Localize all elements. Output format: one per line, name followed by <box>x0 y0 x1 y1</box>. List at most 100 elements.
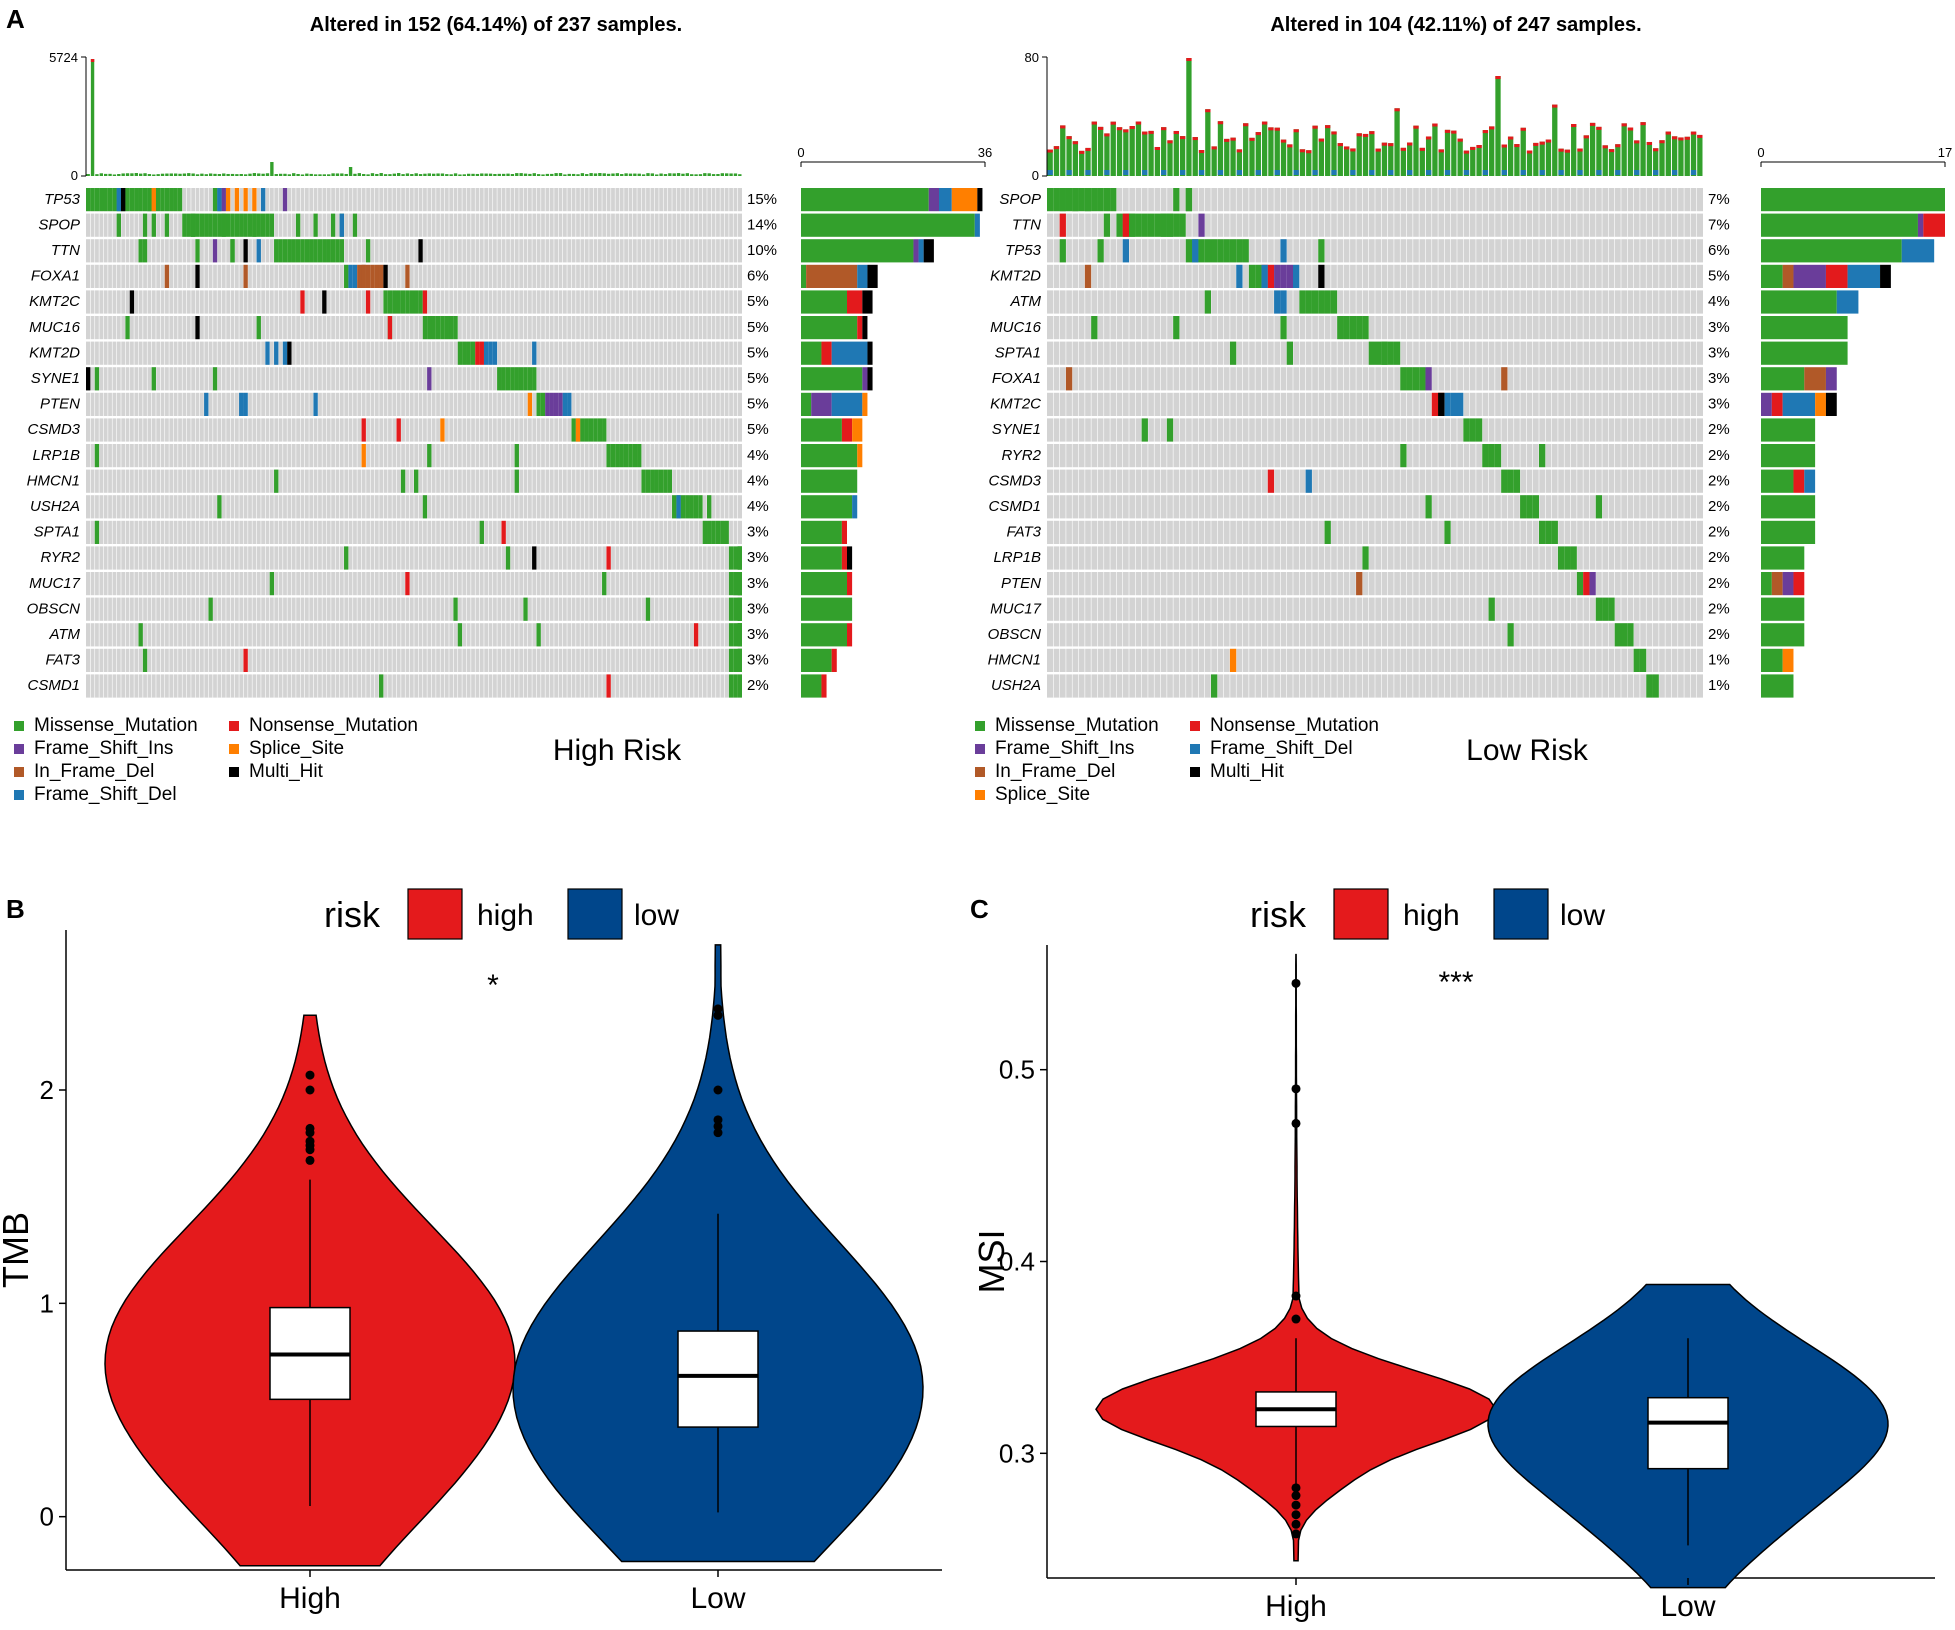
tmb-bar-segment <box>1091 121 1097 125</box>
mutation-cell-SPOP <box>1072 188 1079 212</box>
tmb-bar-segment <box>1407 142 1413 146</box>
mutation-cell-MUC16 <box>1349 316 1357 340</box>
tmb-bar-segment <box>1413 125 1419 129</box>
mutation-cell-FAT3 <box>1539 520 1546 544</box>
mutation-cell-CSMD3 <box>584 418 589 442</box>
mutation-cell-KMT2D <box>457 341 463 365</box>
mutation-cell-CSMD1 <box>1595 495 1603 519</box>
mutation-cell-TP53 <box>221 188 226 212</box>
mutation-cell-HMCN1 <box>650 469 655 493</box>
tmb-bar <box>698 174 703 176</box>
gene-percent-USH2A: 1% <box>1708 677 1730 694</box>
mutation-cell-MUC16 <box>387 316 393 340</box>
gene-percent-OBSCN: 3% <box>747 600 769 617</box>
y-tick-label: 0.4 <box>999 1247 1035 1277</box>
tmb-bar-segment <box>90 59 95 62</box>
mutation-cell-LRP1B <box>619 444 624 468</box>
mutation-cell-MUC16 <box>1280 316 1287 340</box>
gene-label-MUC17: MUC17 <box>990 600 1042 617</box>
mutation-cell-ATM <box>1311 290 1319 314</box>
tmb-bar <box>1299 149 1306 176</box>
tmb-bar <box>528 173 532 176</box>
tmb-bar <box>554 173 558 176</box>
tmb-bar <box>1425 136 1432 176</box>
tmb-bar <box>475 173 480 176</box>
count-bar-KMT2C <box>862 290 873 314</box>
tmb-bar <box>313 174 318 176</box>
mutation-cell-KMT2D <box>492 341 498 365</box>
mutation-cell-TP53 <box>94 188 100 212</box>
gene-percent-LRP1B: 4% <box>747 447 769 464</box>
tmb-bar-segment <box>1369 170 1375 175</box>
tmb-bar-segment <box>1577 148 1583 152</box>
tmb-bar <box>1293 129 1299 176</box>
mutation-cell-SPOP <box>164 213 170 237</box>
count-bar-FAT3 <box>801 648 832 672</box>
mutation-cell-SYNE1 <box>1166 418 1174 442</box>
gene-label-SYNE1: SYNE1 <box>31 370 80 387</box>
tmb-bar-segment <box>1375 148 1381 152</box>
count-bar-SYNE1 <box>862 367 868 391</box>
mutation-cell-ATM <box>1280 290 1287 314</box>
mutation-cell-LRP1B <box>610 444 616 468</box>
count-bar-PTEN <box>1793 572 1805 596</box>
mutation-cell-MUC17 <box>602 572 607 596</box>
mutation-cell-MUC17 <box>737 572 742 596</box>
mutation-cell-LRP1B <box>514 444 519 468</box>
tmb-bar-segment <box>1066 170 1072 175</box>
tmb-bar <box>1104 133 1110 176</box>
tmb-bar-segment <box>1268 127 1274 131</box>
tmb-bar <box>392 173 397 176</box>
count-bar-TP53 <box>977 188 983 212</box>
tmb-bar <box>1608 149 1615 176</box>
gene-label-LRP1B: LRP1B <box>32 447 80 464</box>
mutation-cell-SYNE1 <box>86 367 91 391</box>
tmb-bar <box>1280 139 1287 176</box>
count-bar-KMT2D <box>831 341 868 365</box>
mutation-cell-SPOP <box>352 213 358 237</box>
mutation-cell-OBSCN <box>1621 623 1628 647</box>
tmb-bar <box>322 174 327 176</box>
count-bar-MUC16 <box>857 316 863 340</box>
gene-label-ATM: ATM <box>1009 293 1041 310</box>
tmb-bar <box>1060 125 1066 176</box>
tmb-bar-segment <box>1671 136 1678 140</box>
tmb-bar <box>602 173 606 176</box>
mutation-cell-MUC16 <box>1356 316 1363 340</box>
legend-label-high: high <box>477 899 534 932</box>
mutation-cell-TTN <box>243 239 248 263</box>
mutation-cell-RYR2 <box>1400 444 1407 468</box>
mutation-cell-PTEN <box>545 392 550 416</box>
x-tick-label-low: Low <box>690 1582 745 1615</box>
mutation-cell-OBSCN <box>208 597 213 621</box>
mutation-cell-CSMD1 <box>733 674 738 698</box>
mutation-cell-FAT3 <box>737 648 742 672</box>
count-bar-TTN <box>923 239 934 263</box>
mutation-cell-SPTA1 <box>1375 341 1382 365</box>
tmb-bar <box>1602 145 1608 176</box>
mutation-cell-SYNE1 <box>427 367 432 391</box>
mutation-cell-HMCN1 <box>641 469 646 493</box>
mutation-cell-RYR2 <box>737 546 742 570</box>
tmb-bar-segment <box>1615 144 1621 148</box>
tmb-bar-segment <box>1167 140 1173 144</box>
mutation-cell-MUC16 <box>1091 316 1098 340</box>
mutation-cell-TTN <box>295 239 301 263</box>
legend-label-Missense_Mutation: Missense_Mutation <box>995 715 1159 736</box>
mutation-cell-KMT2D <box>475 341 480 365</box>
mutation-cell-USH2A <box>1646 674 1653 698</box>
tmb-bar-segment <box>1495 76 1501 79</box>
gene-percent-KMT2C: 3% <box>1708 396 1730 413</box>
tmb-bar-segment <box>1287 144 1293 148</box>
mutation-cell-FAT3 <box>1551 520 1558 544</box>
count-bar-PTEN <box>811 392 832 416</box>
tmb-bar <box>1501 144 1507 176</box>
tmb-bar-segment <box>1690 131 1697 135</box>
gene-percent-ATM: 3% <box>747 626 769 643</box>
mutation-cell-SPOP <box>221 213 226 237</box>
tmb-bar-segment <box>1110 121 1116 125</box>
tmb-bar-segment <box>1571 124 1577 128</box>
mutation-cell-KMT2D <box>287 341 292 365</box>
tmb-bar <box>357 173 362 176</box>
gene-percent-FOXA1: 6% <box>747 268 769 285</box>
